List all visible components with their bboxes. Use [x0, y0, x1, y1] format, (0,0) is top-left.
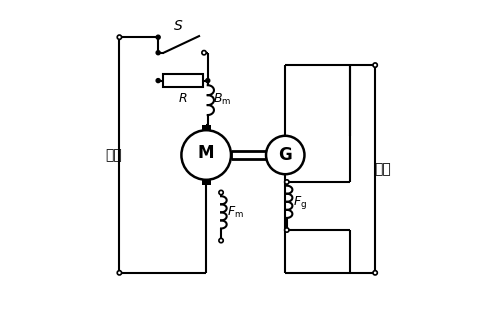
- Text: $B_\mathrm{m}$: $B_\mathrm{m}$: [213, 92, 232, 107]
- Circle shape: [219, 238, 223, 243]
- Circle shape: [117, 271, 122, 275]
- Text: $R$: $R$: [178, 92, 188, 105]
- Bar: [202, 179, 211, 185]
- Circle shape: [266, 136, 305, 174]
- Bar: [202, 125, 211, 131]
- Text: $F_\mathrm{m}$: $F_\mathrm{m}$: [227, 205, 244, 220]
- Text: M: M: [198, 144, 214, 162]
- Circle shape: [202, 51, 206, 55]
- Text: $F_\mathrm{g}$: $F_\mathrm{g}$: [293, 194, 307, 211]
- Circle shape: [284, 180, 289, 184]
- Text: 负载: 负载: [375, 162, 391, 176]
- Circle shape: [219, 190, 223, 195]
- Circle shape: [117, 35, 122, 39]
- Text: 电源: 电源: [105, 148, 122, 162]
- Circle shape: [284, 228, 289, 232]
- Text: G: G: [279, 146, 292, 164]
- Circle shape: [156, 51, 160, 55]
- Circle shape: [206, 79, 210, 83]
- Text: $S$: $S$: [173, 19, 183, 33]
- Circle shape: [156, 35, 160, 39]
- Circle shape: [373, 63, 377, 67]
- Circle shape: [181, 130, 231, 180]
- Bar: [163, 74, 203, 87]
- Circle shape: [373, 271, 377, 275]
- Circle shape: [156, 79, 160, 83]
